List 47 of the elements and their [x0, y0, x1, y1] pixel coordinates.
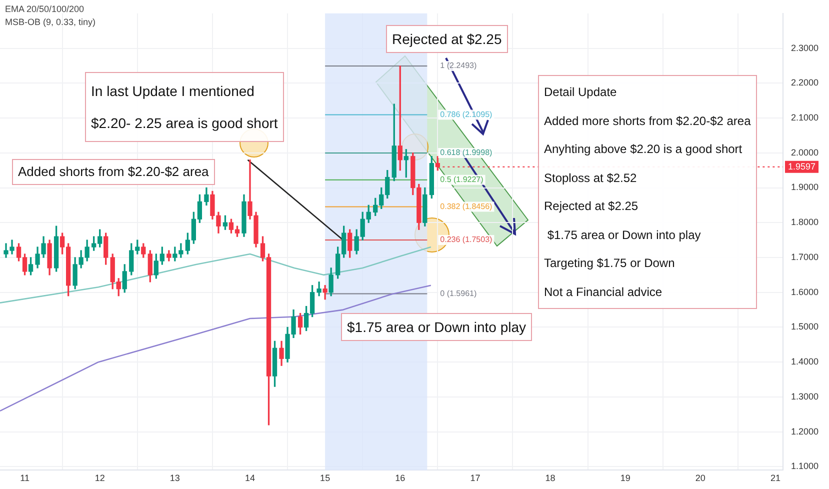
x-tick-label: 16 [395, 473, 406, 484]
annotation: Stoploss at $2.52 [544, 170, 638, 186]
y-tick-label: 2.2000 [791, 78, 819, 88]
x-tick-label: 20 [695, 473, 706, 484]
y-tick-label: 1.4000 [791, 356, 819, 367]
annotation: Detail Update [544, 84, 618, 101]
y-tick-label: 2.0000 [791, 147, 819, 158]
annotation: $2.20- 2.25 area is good short [91, 114, 278, 133]
y-tick-label: 2.1000 [791, 112, 819, 122]
ref-line-label: 0.382 (1.8456) [440, 202, 493, 211]
annotation: $1.75 area or Down into play [347, 318, 526, 337]
ref-line-label: 1 (2.2493) [440, 61, 477, 70]
annotation: MSB-OB (9, 0.33, tiny) [5, 16, 96, 28]
annotation: Not a Financial advice [544, 284, 664, 300]
x-tick-label: 19 [620, 473, 630, 484]
ref-line-label: 0.5 (1.9227) [440, 175, 484, 184]
y-tick-label: 1.5000 [791, 322, 819, 332]
y-tick-label: 1.2000 [791, 426, 819, 436]
ref-line-label: 0 (1.5961) [440, 288, 477, 298]
ref-line-label: 0.618 (1.9998) [440, 148, 493, 158]
ref-line-label: 0.236 (1.7503) [440, 235, 493, 244]
x-tick-label: 14 [244, 473, 255, 484]
x-tick-label: 11 [20, 473, 30, 484]
ref-line-label: 0.786 (2.1095) [440, 110, 493, 119]
y-tick-label: 1.6000 [791, 286, 819, 297]
y-tick-label: 1.8000 [791, 217, 819, 228]
annotation: Added shorts from $2.20-$2 area [18, 163, 209, 181]
annotation: Added more shorts from $2.20-$2 area [544, 112, 751, 130]
annotation: Rejected at $2.25 [544, 198, 640, 215]
y-tick-label: 1.3000 [791, 391, 819, 402]
x-tick-label: 17 [470, 473, 480, 484]
annotation: 1.9597 [788, 161, 816, 172]
x-tick-label: 15 [320, 473, 330, 484]
annotation: Anyhting above $2.20 is a good short [544, 141, 744, 158]
x-tick-label: 12 [94, 473, 105, 484]
y-tick-label: 1.9000 [791, 182, 819, 192]
y-tick-label: 1.1000 [791, 461, 819, 472]
annotation: Rejected at $2.25 [392, 30, 502, 49]
annotation: $1.75 area or Down into play [546, 226, 702, 244]
annotation: In last Update I mentioned [91, 82, 256, 101]
x-tick-label: 21 [770, 473, 780, 484]
x-tick-label: 18 [545, 473, 556, 484]
y-tick-label: 2.3000 [791, 42, 819, 53]
x-tick-label: 13 [170, 473, 180, 484]
annotation: EMA 20/50/100/200 [5, 3, 84, 15]
y-tick-label: 1.7000 [791, 252, 819, 262]
annotation: Targeting $1.75 or Down [544, 255, 676, 272]
